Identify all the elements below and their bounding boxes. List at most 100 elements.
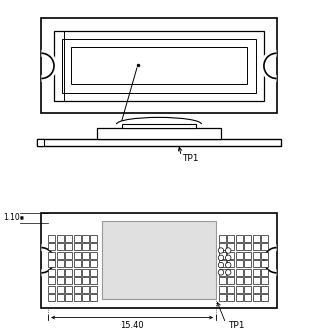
Bar <box>57 269 64 276</box>
Bar <box>236 294 243 301</box>
Bar <box>65 243 72 250</box>
Text: TP1: TP1 <box>228 321 244 330</box>
Bar <box>261 252 268 259</box>
Bar <box>91 243 97 250</box>
Bar <box>122 124 196 128</box>
Circle shape <box>225 270 231 275</box>
Bar <box>70 47 247 84</box>
Bar <box>102 221 216 299</box>
Bar <box>73 260 81 267</box>
Bar <box>48 260 55 267</box>
Bar <box>82 252 89 259</box>
Bar <box>261 235 268 242</box>
Bar <box>219 235 226 242</box>
Bar <box>65 286 72 293</box>
Text: 15.40: 15.40 <box>120 321 144 330</box>
Bar <box>236 269 243 276</box>
Bar <box>261 243 268 250</box>
Bar <box>41 18 277 114</box>
Bar <box>253 235 260 242</box>
Bar <box>73 286 81 293</box>
Bar <box>91 294 97 301</box>
Bar <box>57 260 64 267</box>
Bar <box>57 243 64 250</box>
Bar <box>219 243 226 250</box>
Bar <box>82 235 89 242</box>
Bar <box>91 277 97 284</box>
Circle shape <box>225 262 231 268</box>
Bar <box>253 243 260 250</box>
Circle shape <box>218 248 224 253</box>
Bar <box>261 269 268 276</box>
Bar <box>48 235 55 242</box>
Text: 1.10: 1.10 <box>3 213 20 222</box>
Bar <box>91 286 97 293</box>
Bar <box>228 235 234 242</box>
Bar <box>228 277 234 284</box>
Bar <box>37 139 44 146</box>
Bar <box>62 39 256 93</box>
Bar <box>261 277 268 284</box>
Bar <box>236 260 243 267</box>
Bar <box>219 294 226 301</box>
Bar <box>48 243 55 250</box>
Bar <box>97 128 221 139</box>
Bar <box>57 277 64 284</box>
Bar <box>228 260 234 267</box>
Bar <box>37 139 281 146</box>
Bar <box>253 260 260 267</box>
Bar <box>219 277 226 284</box>
Bar <box>73 235 81 242</box>
Bar <box>244 252 251 259</box>
Bar <box>57 294 64 301</box>
Bar <box>236 252 243 259</box>
Bar <box>228 252 234 259</box>
Bar <box>73 277 81 284</box>
Bar <box>244 235 251 242</box>
Bar <box>65 277 72 284</box>
Bar <box>41 212 277 308</box>
Bar <box>48 252 55 259</box>
Bar <box>219 260 226 267</box>
Bar <box>253 252 260 259</box>
Bar <box>48 294 55 301</box>
Text: TP1: TP1 <box>182 154 199 163</box>
Bar <box>65 252 72 259</box>
Bar <box>261 294 268 301</box>
Circle shape <box>225 248 231 253</box>
Bar <box>73 294 81 301</box>
Bar <box>91 269 97 276</box>
Bar <box>236 277 243 284</box>
Bar <box>219 252 226 259</box>
Bar <box>253 277 260 284</box>
Bar <box>57 235 64 242</box>
Bar <box>253 294 260 301</box>
Bar <box>236 286 243 293</box>
Bar <box>219 269 226 276</box>
Bar <box>236 243 243 250</box>
Bar <box>244 294 251 301</box>
Bar <box>244 286 251 293</box>
Bar <box>228 269 234 276</box>
Bar <box>65 269 72 276</box>
Bar <box>48 269 55 276</box>
Bar <box>236 235 243 242</box>
Circle shape <box>218 255 224 260</box>
Bar <box>82 243 89 250</box>
Circle shape <box>225 255 231 260</box>
Bar <box>48 286 55 293</box>
Bar <box>244 260 251 267</box>
Bar <box>91 252 97 259</box>
Circle shape <box>218 270 224 275</box>
Bar <box>261 286 268 293</box>
Bar <box>65 294 72 301</box>
Bar <box>228 286 234 293</box>
Circle shape <box>218 262 224 268</box>
Bar <box>253 286 260 293</box>
Bar <box>82 277 89 284</box>
Bar <box>73 252 81 259</box>
Bar <box>57 286 64 293</box>
Text: Array: Array <box>121 129 145 138</box>
Bar <box>54 31 264 101</box>
Bar <box>65 235 72 242</box>
